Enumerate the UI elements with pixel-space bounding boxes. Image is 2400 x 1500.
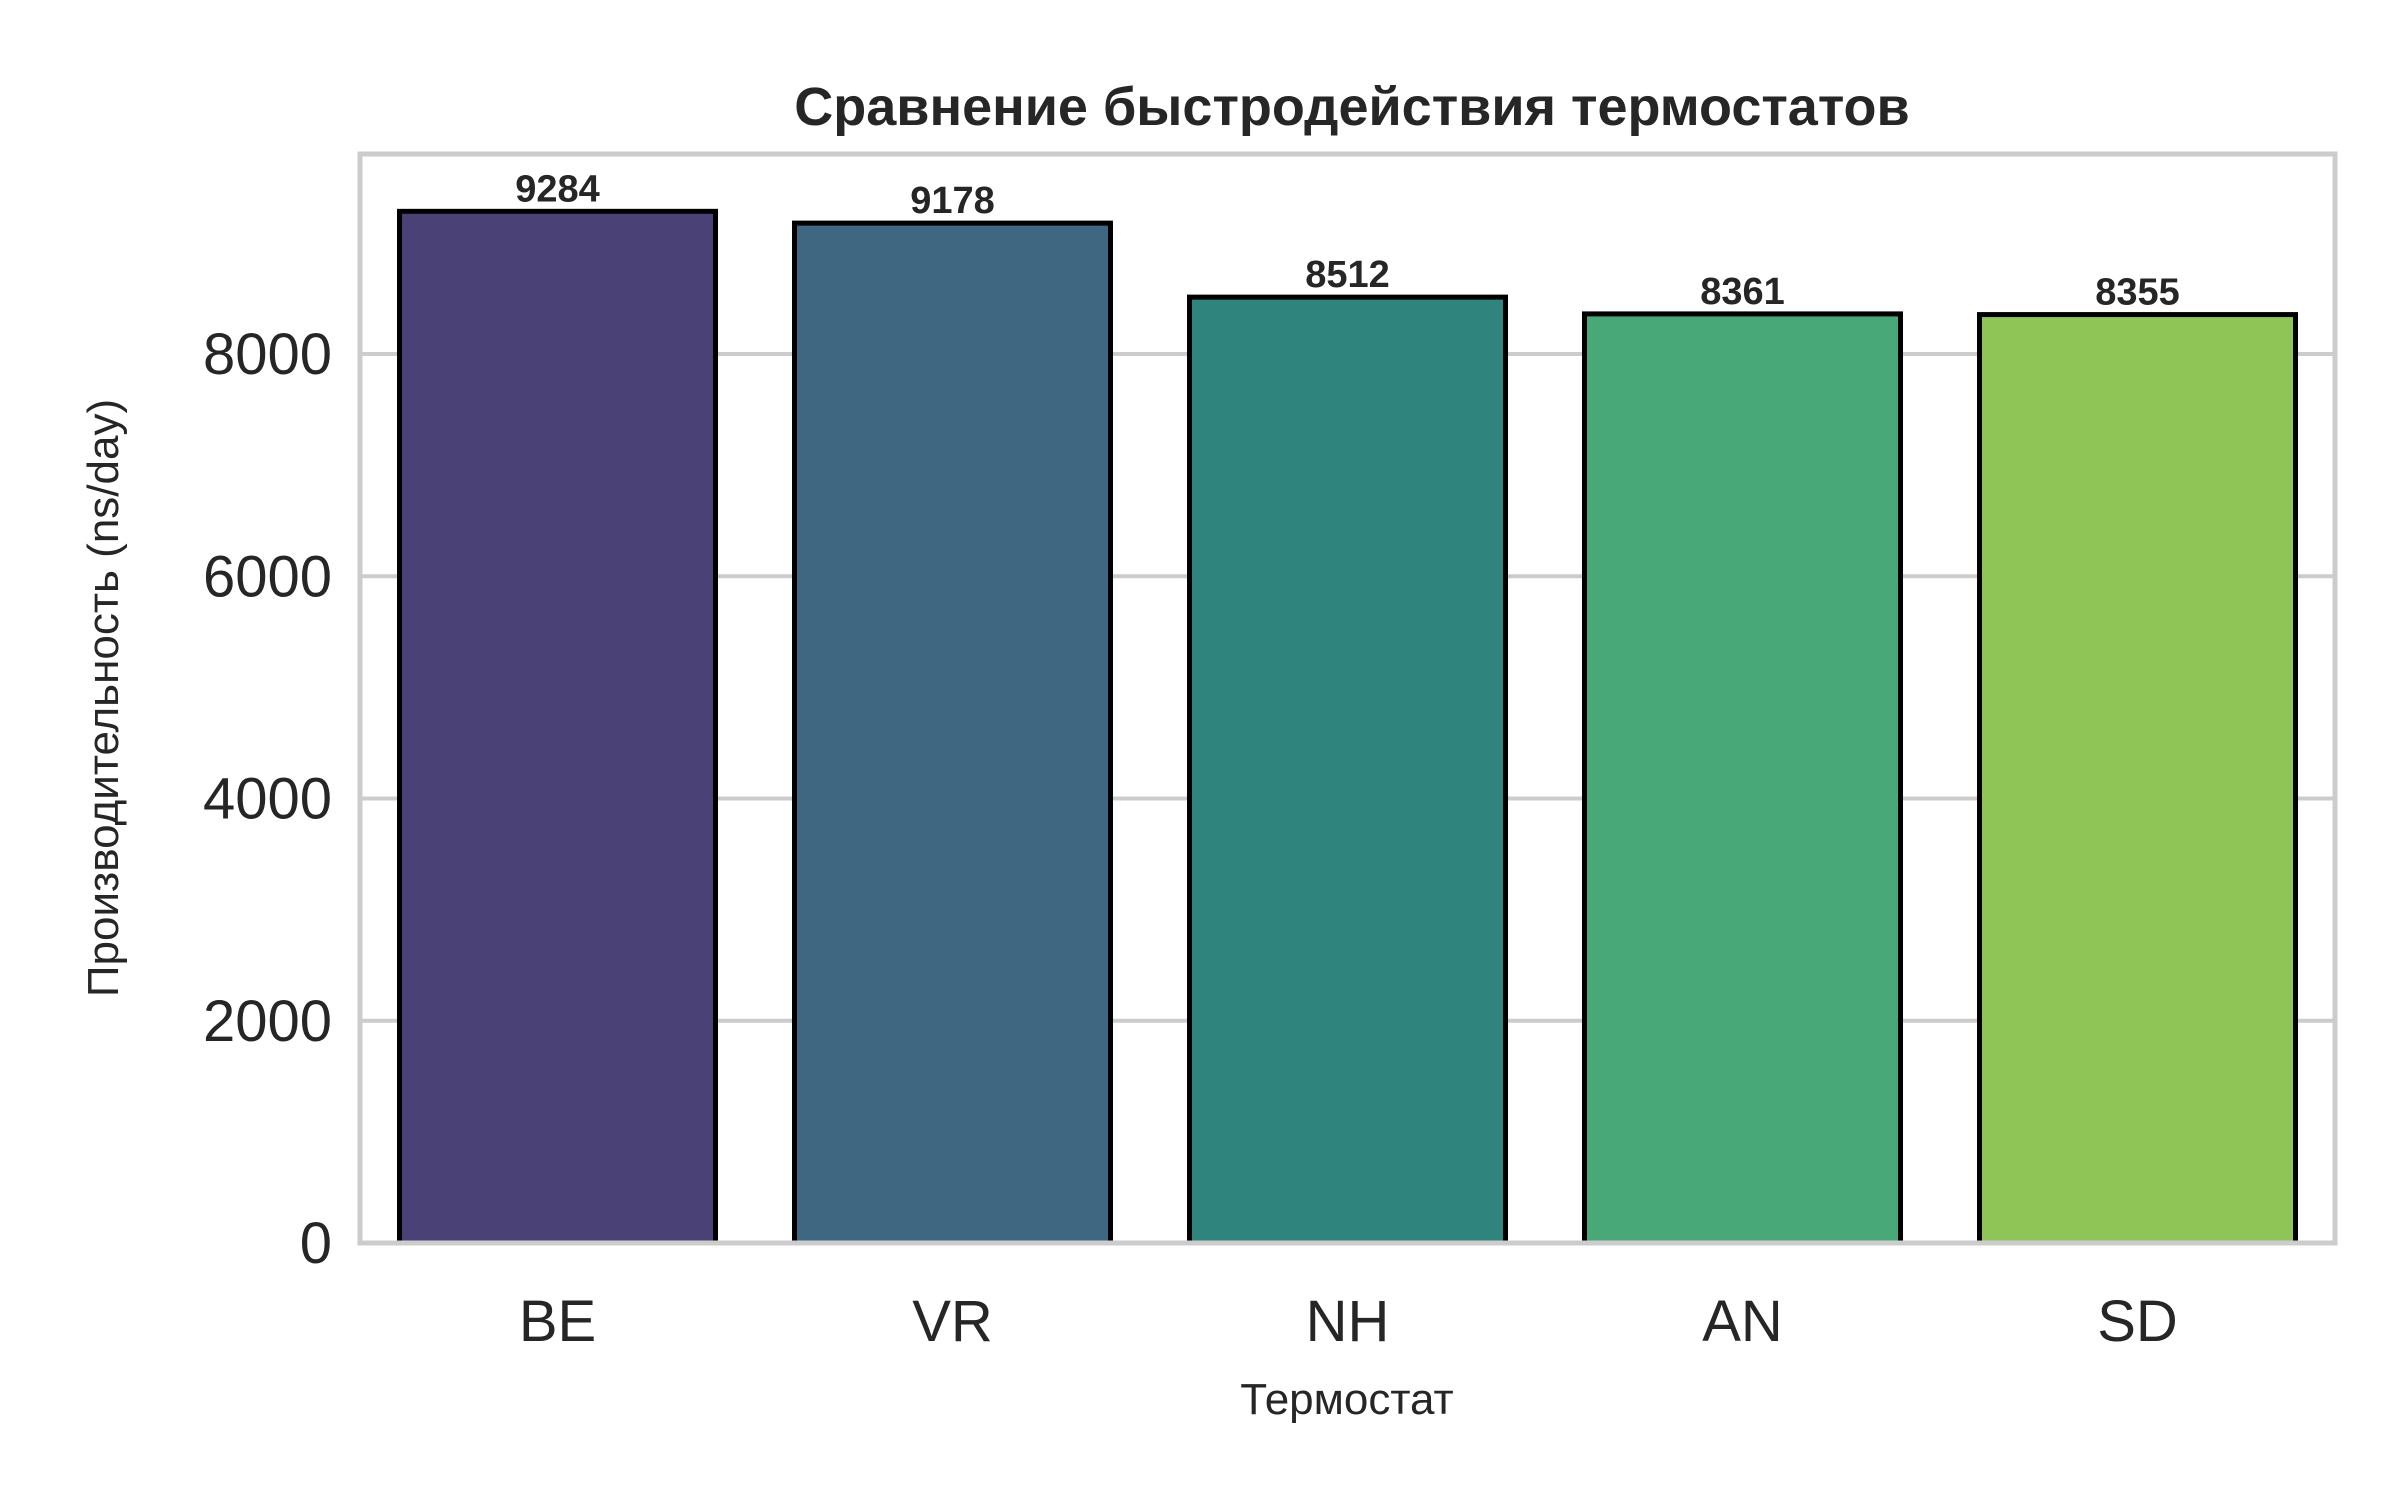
data-labels: 9284 9178 8512 8361 8355	[515, 168, 2180, 313]
y-tick-labels: 0 2000 4000 6000 8000	[203, 322, 332, 1276]
bar-nh	[1187, 294, 1508, 1246]
y-tick-label: 8000	[203, 322, 332, 387]
x-tick-label: VR	[912, 1289, 993, 1354]
plot-frame	[357, 151, 2338, 1246]
chart-title: Сравнение быстродействия термостатов	[794, 77, 1910, 137]
y-tick-label: 2000	[203, 989, 332, 1054]
data-label: 8355	[2095, 272, 2180, 314]
y-tick-label: 0	[300, 1211, 332, 1276]
bar-sd	[1977, 312, 2298, 1246]
bar-be	[397, 208, 718, 1246]
x-axis-label: Термостат	[1240, 1375, 1453, 1424]
x-tick-labels: BE VR NH AN SD	[519, 1289, 2178, 1354]
bar-vr	[792, 220, 1113, 1246]
data-label: 9284	[515, 168, 600, 210]
data-label: 8512	[1305, 254, 1390, 296]
y-axis-label: Производительность (ns/day)	[79, 399, 128, 997]
data-label: 9178	[910, 180, 995, 222]
bars	[397, 208, 2298, 1246]
y-tick-label: 4000	[203, 767, 332, 832]
bar-an	[1582, 311, 1903, 1246]
x-tick-label: AN	[1702, 1289, 1783, 1354]
x-tick-label: SD	[2097, 1289, 2178, 1354]
data-label: 8361	[1700, 271, 1785, 313]
y-tick-label: 6000	[203, 544, 332, 609]
x-tick-label: NH	[1306, 1289, 1390, 1354]
x-tick-label: BE	[519, 1289, 596, 1354]
